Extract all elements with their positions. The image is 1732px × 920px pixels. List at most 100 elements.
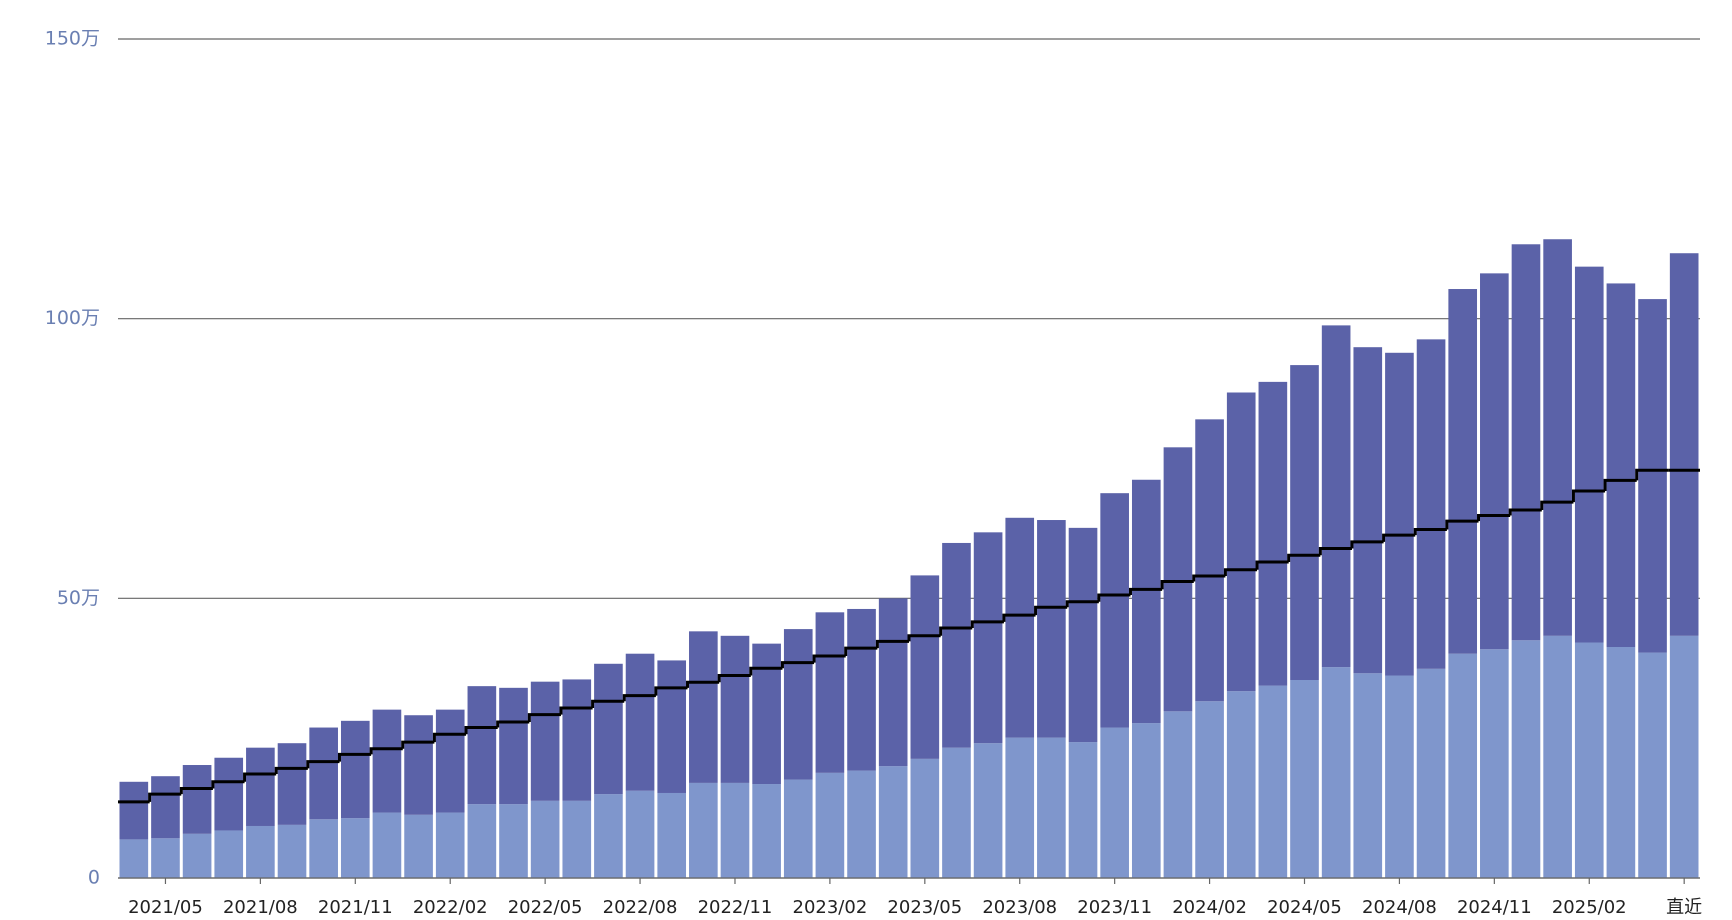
bar-segment (1131, 479, 1161, 724)
bar-segment (1037, 737, 1066, 878)
x-tick-label: 2024/05 (1267, 897, 1342, 918)
step-line (1034, 605, 1068, 616)
step-line (211, 780, 245, 789)
bar-segment (594, 663, 623, 795)
bar-segment (435, 709, 465, 813)
bar-segment (1416, 668, 1446, 878)
bar-segment (689, 782, 718, 878)
step-line (1255, 560, 1289, 570)
step-line (1382, 533, 1416, 542)
step-line (496, 720, 530, 728)
bar-segment (720, 635, 750, 783)
bar-segment (1416, 339, 1446, 669)
bar-segment (119, 781, 149, 840)
bar-segment (1258, 381, 1288, 686)
bar-segment (720, 782, 750, 878)
bar-segment (1068, 527, 1098, 743)
bar-segment (309, 819, 338, 878)
step-line (243, 772, 277, 782)
bar-segment (1290, 365, 1319, 680)
step-line (970, 620, 1004, 628)
bar-segment (1669, 635, 1699, 878)
bar-segment (530, 681, 560, 801)
bar-segment (151, 776, 180, 839)
bar-segment (815, 772, 845, 878)
bar-segment (214, 757, 244, 831)
step-line (1097, 593, 1131, 602)
bar-segment (372, 812, 402, 878)
step-line (369, 747, 403, 755)
y-tick-label: 50万 (57, 587, 100, 609)
bar-segment (1100, 727, 1129, 878)
step-line (1287, 553, 1321, 562)
step-line (654, 686, 688, 696)
step-line (306, 760, 340, 769)
bar-segment (657, 792, 687, 878)
bar-segment (910, 758, 940, 878)
step-line (1603, 478, 1637, 491)
step-line (591, 699, 625, 708)
step-line (1350, 540, 1384, 549)
bar-segment (878, 598, 908, 767)
bar-segment (1163, 447, 1193, 712)
bar-segment (1574, 266, 1604, 643)
step-line (844, 646, 878, 656)
bar-segment (1005, 517, 1035, 738)
y-tick-label: 100万 (45, 307, 100, 329)
bar-segment (1100, 493, 1129, 728)
bar-segment (847, 608, 876, 771)
bar-segment (657, 660, 687, 793)
bar-segment (1037, 520, 1066, 738)
bar-segment (246, 747, 275, 826)
bar-segment (1290, 679, 1319, 878)
bar-segment (1638, 299, 1667, 653)
bar-segment (973, 532, 1003, 744)
bar-segment (1195, 419, 1224, 702)
x-tick-label: 2023/02 (793, 897, 868, 918)
bar-segment (530, 800, 560, 878)
step-line (1192, 574, 1226, 582)
bar-segment (1068, 742, 1098, 878)
bar-segment (752, 643, 781, 785)
bar-segment (1005, 737, 1035, 878)
step-line (907, 634, 941, 642)
step-line (464, 726, 498, 735)
step-line (1065, 600, 1099, 608)
x-tick-label: 2023/05 (887, 897, 962, 918)
bar-segment (499, 687, 528, 805)
step-line (1318, 547, 1352, 556)
bar-segment (404, 814, 433, 878)
step-line (717, 674, 751, 683)
step-line (1128, 587, 1163, 595)
x-tick-label: 2024/08 (1362, 897, 1437, 918)
bar-segment (910, 575, 940, 759)
bar-segment (1353, 673, 1383, 878)
step-line (337, 752, 372, 762)
bar-segment (942, 747, 971, 878)
bar-segment (1606, 283, 1636, 647)
bar-segment (214, 830, 244, 878)
step-line (780, 661, 815, 669)
step-line (401, 740, 435, 749)
bar-segment (1638, 652, 1667, 878)
step-line (1413, 528, 1447, 536)
bar-segment (625, 790, 655, 878)
bar-segment (1385, 352, 1414, 676)
bar-segment (942, 542, 971, 748)
step-line (1540, 500, 1574, 510)
step-line (148, 792, 182, 802)
step-line (812, 654, 846, 663)
bar-segment (752, 784, 781, 878)
bar-segment (246, 825, 275, 878)
x-tick-label: 2025/02 (1552, 897, 1627, 918)
bar-segment (119, 839, 149, 878)
bar-segment (499, 804, 528, 878)
bar-segment (467, 804, 497, 878)
bar-segment (1543, 239, 1572, 636)
y-tick-label: 0 (88, 867, 100, 889)
bar-segment (340, 818, 370, 878)
bar-segment (847, 770, 876, 878)
bar-segment (1163, 711, 1193, 878)
bar-segment (783, 779, 813, 878)
